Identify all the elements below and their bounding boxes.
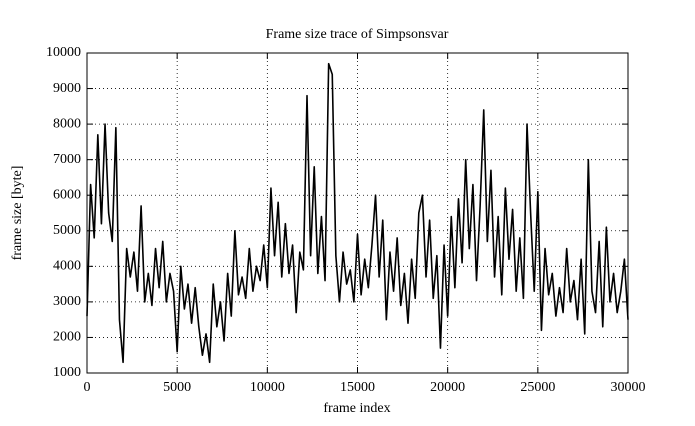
plot-frame <box>86 52 629 374</box>
x-tick-label: 15000 <box>340 380 375 395</box>
line <box>86 62 629 364</box>
x-tick-label: 25000 <box>520 380 555 395</box>
y-tick-label: 7000 <box>53 152 81 167</box>
x-tick-label: 30000 <box>611 380 646 395</box>
y-tick-label: 9000 <box>53 81 81 96</box>
y-axis-label: frame size [byte] <box>10 166 25 261</box>
x-tick-label: 5000 <box>163 380 191 395</box>
y-tick-label: 4000 <box>53 259 81 274</box>
x-tick-label: 10000 <box>250 380 285 395</box>
y-tick-label: 8000 <box>53 116 81 131</box>
x-axis-label: frame index <box>323 401 390 416</box>
y-tick-label: 6000 <box>53 187 81 202</box>
y-tick-label: 3000 <box>53 294 81 309</box>
y-tick-label: 10000 <box>46 45 81 60</box>
y-tick-label: 2000 <box>53 330 81 345</box>
y-tick-label: 1000 <box>53 365 81 380</box>
chart-title: Frame size trace of Simpsonsvar <box>266 27 449 42</box>
y-tick-label: 5000 <box>53 223 81 238</box>
x-tick-label: 20000 <box>430 380 465 395</box>
x-tick-label: 0 <box>84 380 91 395</box>
